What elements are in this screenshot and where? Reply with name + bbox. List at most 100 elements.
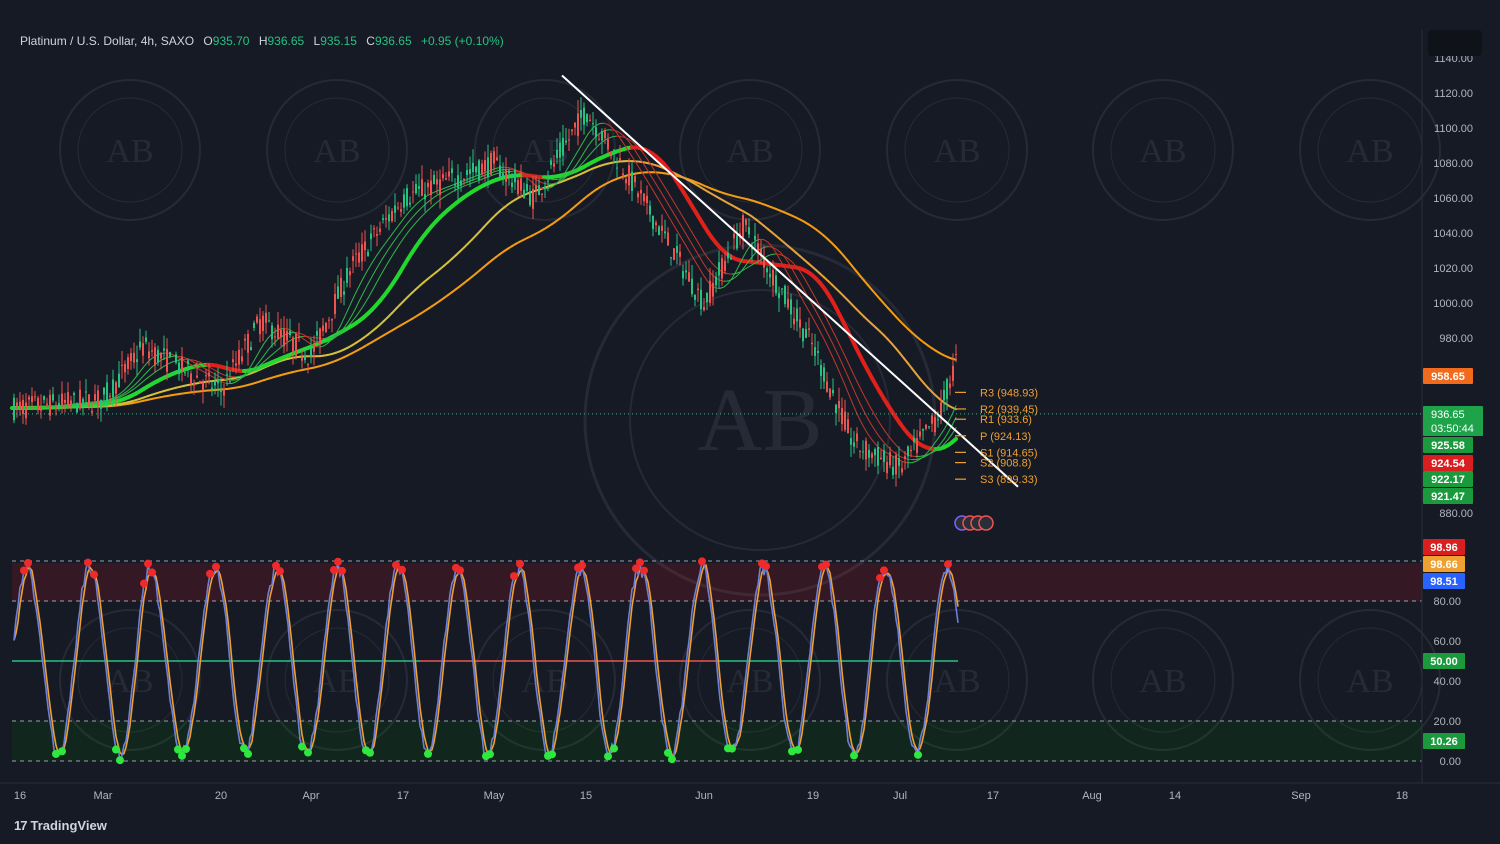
candle-body [100,399,102,409]
ema-ribbon-line [791,261,797,267]
ema-ribbon-line [239,376,245,380]
candle-body [190,373,192,383]
candle-body [172,373,174,375]
candle-body [874,449,876,456]
ema-ribbon-line [619,132,625,137]
ema-ribbon-line [591,135,597,142]
candle-body [949,383,951,388]
ema-ribbon-line [563,167,569,175]
candle-body [169,352,171,357]
ema-ribbon-line [115,395,121,399]
watermark-ring [886,79,1028,221]
candle-body [613,149,615,151]
overbought-dot [84,558,92,567]
osc-label-box-0 [1423,539,1465,555]
ema-ribbon-line [303,338,309,343]
x-tick-label-6: 15 [580,790,592,802]
candle-body [691,278,693,295]
candle-body [430,180,432,195]
ema-ribbon-line [143,361,149,367]
ema-ribbon-line [507,167,513,170]
osc-label-3: 50.00 [1430,656,1458,668]
ema-ribbon-line [527,174,533,178]
watermark-ring [266,609,408,751]
last-price-value: 936.65 [1431,409,1465,421]
ema-ribbon-line [823,313,829,323]
ema-ribbon-line [803,301,809,310]
candle-body [646,195,648,204]
watermark-ring-inner [904,97,1010,203]
candle-body [247,334,249,353]
ema-ribbon-line [535,176,541,179]
candle-body [718,262,720,276]
legend-open: 935.70 [212,34,250,48]
watermark-ring-inner [284,627,390,733]
oversold-dot [728,744,736,753]
oversold-dot [52,749,60,758]
candle-body [724,260,726,271]
osc-label-box-2 [1423,573,1465,589]
ema-ribbon-line [939,438,945,445]
ema-ribbon-line [815,310,821,320]
ema-ribbon-line [695,262,701,270]
candle-body [739,233,741,236]
price-label-0: 958.65 [1431,371,1465,383]
candle-body [232,359,234,363]
ema-ribbon-line [415,208,421,214]
candle-body [634,176,636,183]
ema-ribbon-line [571,153,577,162]
candle-body [451,168,453,174]
ema-ribbon-line [627,149,633,158]
x-tick-label-9: Jul [893,790,907,802]
candle-body [628,165,630,186]
ema-ribbon-line [607,136,613,139]
ema-ribbon-line [871,409,877,418]
candle-body [610,151,612,157]
ema-ribbon-line [195,360,201,363]
candle-body [712,282,714,297]
candle-body [763,257,765,268]
candle-body [184,372,186,374]
ema-ribbon-line [567,172,573,177]
ema-ribbon-line [263,357,269,363]
candle-body [679,251,681,257]
ema-ribbon-line [491,170,497,174]
ema-ribbon-line [767,253,773,257]
osc-label-box-3 [1423,653,1465,669]
candle-body [319,328,321,344]
ema-ribbon-line [263,349,269,357]
oversold-dot [298,742,306,751]
pivot-label-3: P (924.13) [980,431,1031,443]
candle-body [856,433,858,442]
ema-ribbon-line [639,168,645,177]
x-tick-label-5: May [484,790,505,802]
ema-ribbon-line [671,198,677,207]
overbought-dot [330,565,338,574]
candle-body [307,364,309,366]
ema-ribbon-line [419,197,425,202]
ema-ribbon-line [747,264,753,268]
overbought-dot [636,558,644,567]
legend-symbol[interactable]: Platinum / U.S. Dollar, 4h, SAXO [20,34,195,48]
ema-ribbon-line [699,257,705,265]
ema-ribbon-line [611,135,617,138]
tradingview-logo[interactable]: 17 TradingView [14,818,107,833]
sma-mid-line [895,347,901,355]
osc-label-box-1 [1423,556,1465,572]
ema-ribbon-line [135,383,141,388]
oversold-dot [366,748,374,757]
ema-ribbon-line [127,389,133,394]
candle-body [745,219,747,225]
ema-ribbon-line [671,221,677,230]
price-tick-label-0: 1140.00 [1434,53,1473,65]
overbought-dot [698,557,706,566]
ema-ribbon-line [355,283,361,293]
chart-toolbar-button[interactable] [1428,30,1482,56]
price-label-4: 921.47 [1431,491,1465,503]
candle-body [346,267,348,283]
watermark-text: AB [726,133,773,170]
ema-ribbon-line [739,255,745,265]
candle-body [382,218,384,220]
overbought-dot [334,557,342,566]
